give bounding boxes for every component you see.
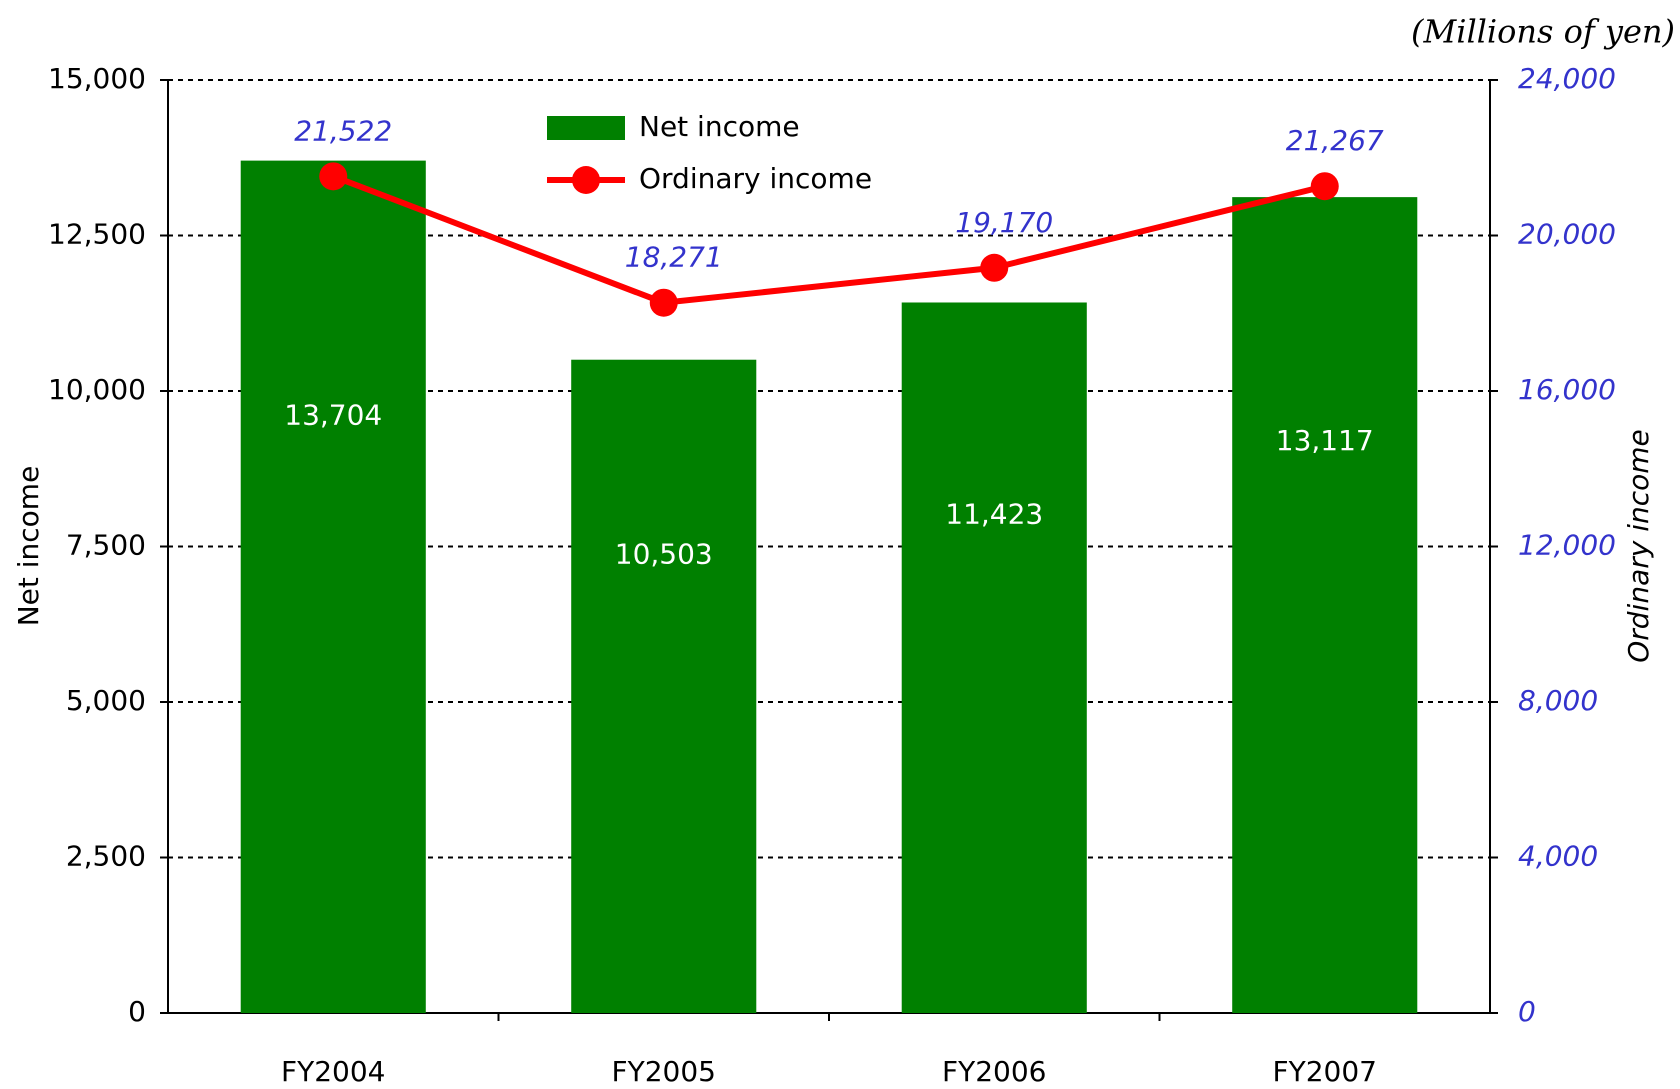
y2-tick-label: 16,000: [1518, 373, 1616, 406]
bar-value-label: 13,704: [284, 398, 382, 431]
bar-value-label: 13,117: [1276, 424, 1374, 457]
x-tick-label: FY2005: [612, 1055, 716, 1088]
y-tick-label: 5,000: [66, 684, 146, 717]
line-value-label: 21,522: [294, 114, 392, 147]
y2-tick-label: 20,000: [1518, 218, 1616, 251]
x-tick-label: FY2004: [281, 1055, 385, 1088]
bar: [240, 160, 426, 1013]
x-tick-label: FY2007: [1273, 1055, 1377, 1088]
x-tick-label: FY2006: [942, 1055, 1046, 1088]
legend-label: Ordinary income: [639, 162, 872, 195]
y2-tick-label: 24,000: [1518, 62, 1616, 95]
line-value-label: 18,271: [625, 241, 723, 274]
y-tick-label: 0: [128, 995, 146, 1028]
chart-title: (Millions of yen): [1411, 13, 1675, 51]
y2-axis-title: Ordinary income: [1622, 429, 1655, 663]
y-tick-label: 2,500: [66, 840, 146, 873]
bar: [901, 302, 1087, 1014]
legend-swatch: [547, 116, 625, 140]
line-point: [1310, 172, 1339, 201]
y2-tick-label: 0: [1518, 995, 1536, 1028]
y2-tick-label: 8,000: [1518, 684, 1598, 717]
bar-value-label: 11,423: [945, 498, 1043, 531]
bar: [1232, 197, 1418, 1013]
line-point: [649, 288, 678, 317]
bar-value-label: 10,503: [615, 538, 713, 571]
y-tick-label: 10,000: [48, 373, 146, 406]
line-point: [980, 253, 1009, 282]
y-tick-label: 12,500: [48, 218, 146, 251]
legend-swatch-marker: [572, 166, 600, 194]
line-value-label: 21,267: [1286, 124, 1384, 157]
y2-tick-label: 12,000: [1518, 529, 1616, 562]
y-tick-label: 15,000: [48, 62, 146, 95]
y2-tick-label: 4,000: [1518, 840, 1598, 873]
line-point: [319, 162, 348, 191]
legend-label: Net income: [639, 110, 800, 143]
line-value-label: 19,170: [955, 206, 1053, 239]
y-axis-title: Net income: [12, 466, 45, 627]
y-tick-label: 7,500: [66, 529, 146, 562]
bar: [571, 359, 757, 1014]
line: [332, 173, 1326, 306]
